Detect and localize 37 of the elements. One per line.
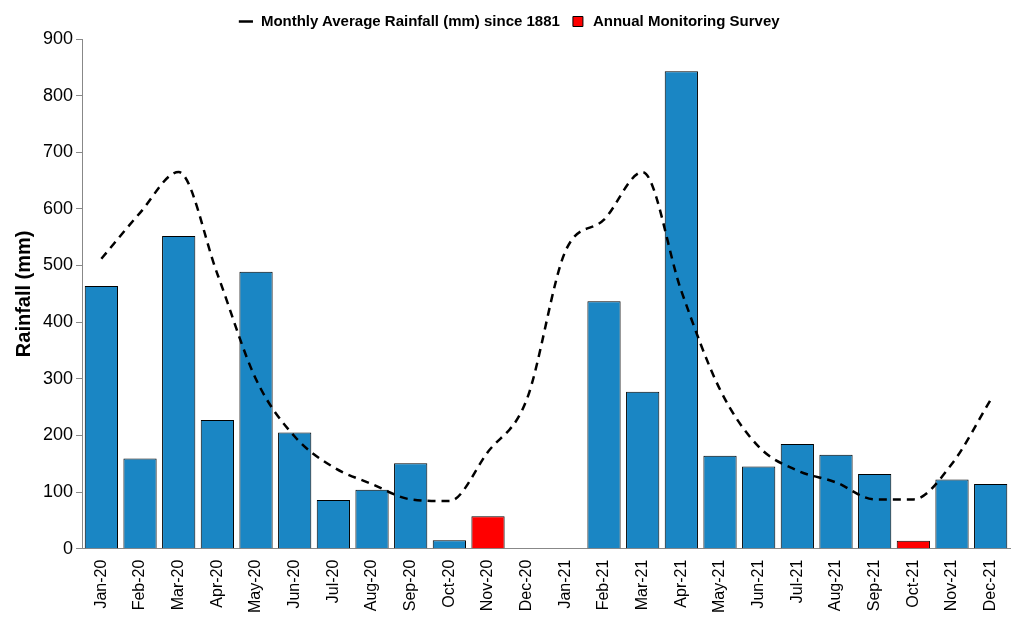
legend-label: Monthly Average Rainfall (mm) since 1881 xyxy=(260,11,560,29)
x-tick-label: Jan-20 xyxy=(91,559,109,609)
x-tick-label: May-20 xyxy=(246,559,264,614)
x-tick-label: Dec-21 xyxy=(981,559,999,612)
x-tick-label: Sep-21 xyxy=(865,559,883,612)
x-tick-label: Feb-20 xyxy=(130,559,148,611)
y-tick-label: 500 xyxy=(42,254,74,275)
y-tick-label: 600 xyxy=(42,197,74,218)
x-tick-label: Jun-21 xyxy=(749,559,767,609)
x-tick-label: Feb-21 xyxy=(594,559,612,611)
y-tick-label: 100 xyxy=(42,480,74,501)
y-tick-label: 400 xyxy=(42,311,74,332)
x-tick-label: Sep-20 xyxy=(401,559,419,612)
x-tick-label: Aug-21 xyxy=(826,559,844,612)
y-tick-label: 200 xyxy=(42,424,74,445)
x-tick-label: Mar-20 xyxy=(169,559,187,611)
x-tick-label: Nov-20 xyxy=(478,559,496,612)
x-tick-label: Nov-21 xyxy=(942,559,960,612)
x-tick-label: Jun-20 xyxy=(285,559,303,609)
legend-label: Annual Monitoring Survey xyxy=(592,11,781,29)
x-tick-label: Jan-21 xyxy=(555,559,573,609)
x-tick-label: Dec-20 xyxy=(517,559,535,612)
x-tick-label: May-21 xyxy=(710,559,728,614)
x-tick-label: Oct-20 xyxy=(439,559,457,608)
y-tick-label: 800 xyxy=(42,84,74,105)
y-tick-label: 300 xyxy=(42,367,74,388)
x-tick-label: Jul-20 xyxy=(323,559,341,604)
y-tick-label: 0 xyxy=(63,537,74,558)
x-tick-label: Aug-20 xyxy=(362,559,380,612)
y-axis-title: Rainfall (mm) xyxy=(11,230,34,358)
x-tick-label: Mar-21 xyxy=(633,559,651,611)
x-tick-label: Jul-21 xyxy=(787,559,805,604)
x-tick-label: Apr-21 xyxy=(671,559,689,608)
x-tick-label: Oct-21 xyxy=(903,559,921,608)
x-tick-label: Apr-20 xyxy=(207,559,225,608)
y-tick-label: 700 xyxy=(42,141,74,162)
y-tick-label: 900 xyxy=(42,27,74,48)
